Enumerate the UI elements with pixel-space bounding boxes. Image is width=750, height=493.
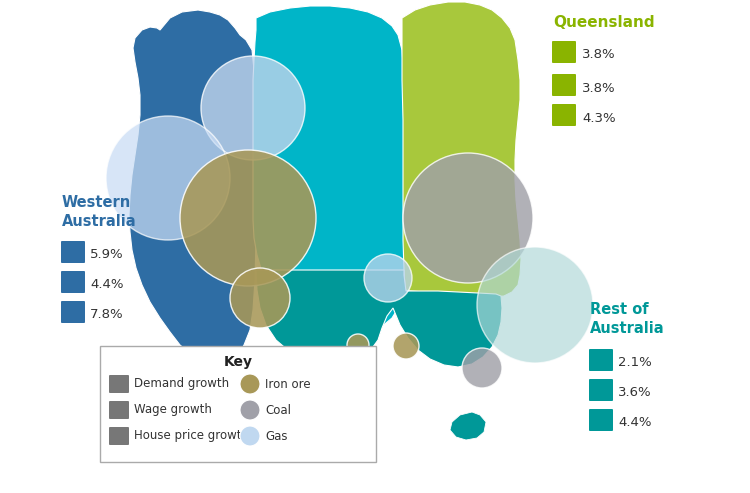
Text: 4.4%: 4.4% [618, 417, 652, 429]
FancyBboxPatch shape [61, 241, 85, 263]
Polygon shape [402, 2, 521, 297]
Text: Rest of
Australia: Rest of Australia [590, 302, 664, 336]
Text: Queensland: Queensland [553, 15, 655, 30]
Polygon shape [129, 10, 256, 365]
Text: 3.8%: 3.8% [582, 81, 616, 95]
FancyBboxPatch shape [552, 74, 576, 96]
Circle shape [240, 426, 260, 446]
Text: 4.4%: 4.4% [90, 279, 124, 291]
Text: 3.6%: 3.6% [618, 387, 652, 399]
Circle shape [240, 374, 260, 394]
Circle shape [403, 153, 533, 283]
Text: Iron ore: Iron ore [265, 378, 310, 390]
FancyBboxPatch shape [61, 271, 85, 293]
Text: Wage growth: Wage growth [134, 403, 212, 417]
Circle shape [201, 56, 305, 160]
Text: 4.3%: 4.3% [582, 111, 616, 125]
FancyBboxPatch shape [589, 409, 613, 431]
FancyBboxPatch shape [589, 379, 613, 401]
Text: Coal: Coal [265, 403, 291, 417]
FancyBboxPatch shape [109, 401, 129, 419]
Text: 7.8%: 7.8% [90, 309, 124, 321]
Polygon shape [253, 6, 406, 338]
FancyBboxPatch shape [552, 41, 576, 63]
Circle shape [180, 150, 316, 286]
Text: Gas: Gas [265, 429, 287, 443]
FancyBboxPatch shape [109, 427, 129, 445]
Text: 5.9%: 5.9% [90, 248, 124, 261]
FancyBboxPatch shape [109, 375, 129, 393]
Circle shape [462, 348, 502, 388]
Circle shape [230, 268, 290, 328]
Circle shape [364, 254, 412, 302]
Text: Key: Key [224, 355, 253, 369]
Text: House price growth: House price growth [134, 429, 249, 443]
Text: 3.8%: 3.8% [582, 48, 616, 62]
Text: Western
Australia: Western Australia [62, 195, 136, 229]
Circle shape [106, 116, 230, 240]
FancyBboxPatch shape [61, 301, 85, 323]
Text: 2.1%: 2.1% [618, 356, 652, 369]
FancyBboxPatch shape [100, 346, 376, 462]
Text: Demand growth: Demand growth [134, 378, 230, 390]
Circle shape [477, 247, 593, 363]
Circle shape [393, 333, 419, 359]
Circle shape [240, 400, 260, 420]
FancyBboxPatch shape [552, 104, 576, 126]
FancyBboxPatch shape [589, 349, 613, 371]
Circle shape [347, 334, 369, 356]
Polygon shape [256, 270, 502, 367]
Polygon shape [450, 412, 486, 440]
